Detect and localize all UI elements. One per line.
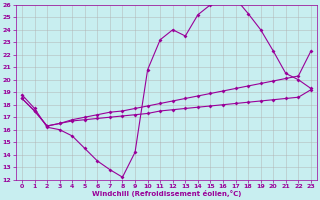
X-axis label: Windchill (Refroidissement éolien,°C): Windchill (Refroidissement éolien,°C) [92,190,241,197]
